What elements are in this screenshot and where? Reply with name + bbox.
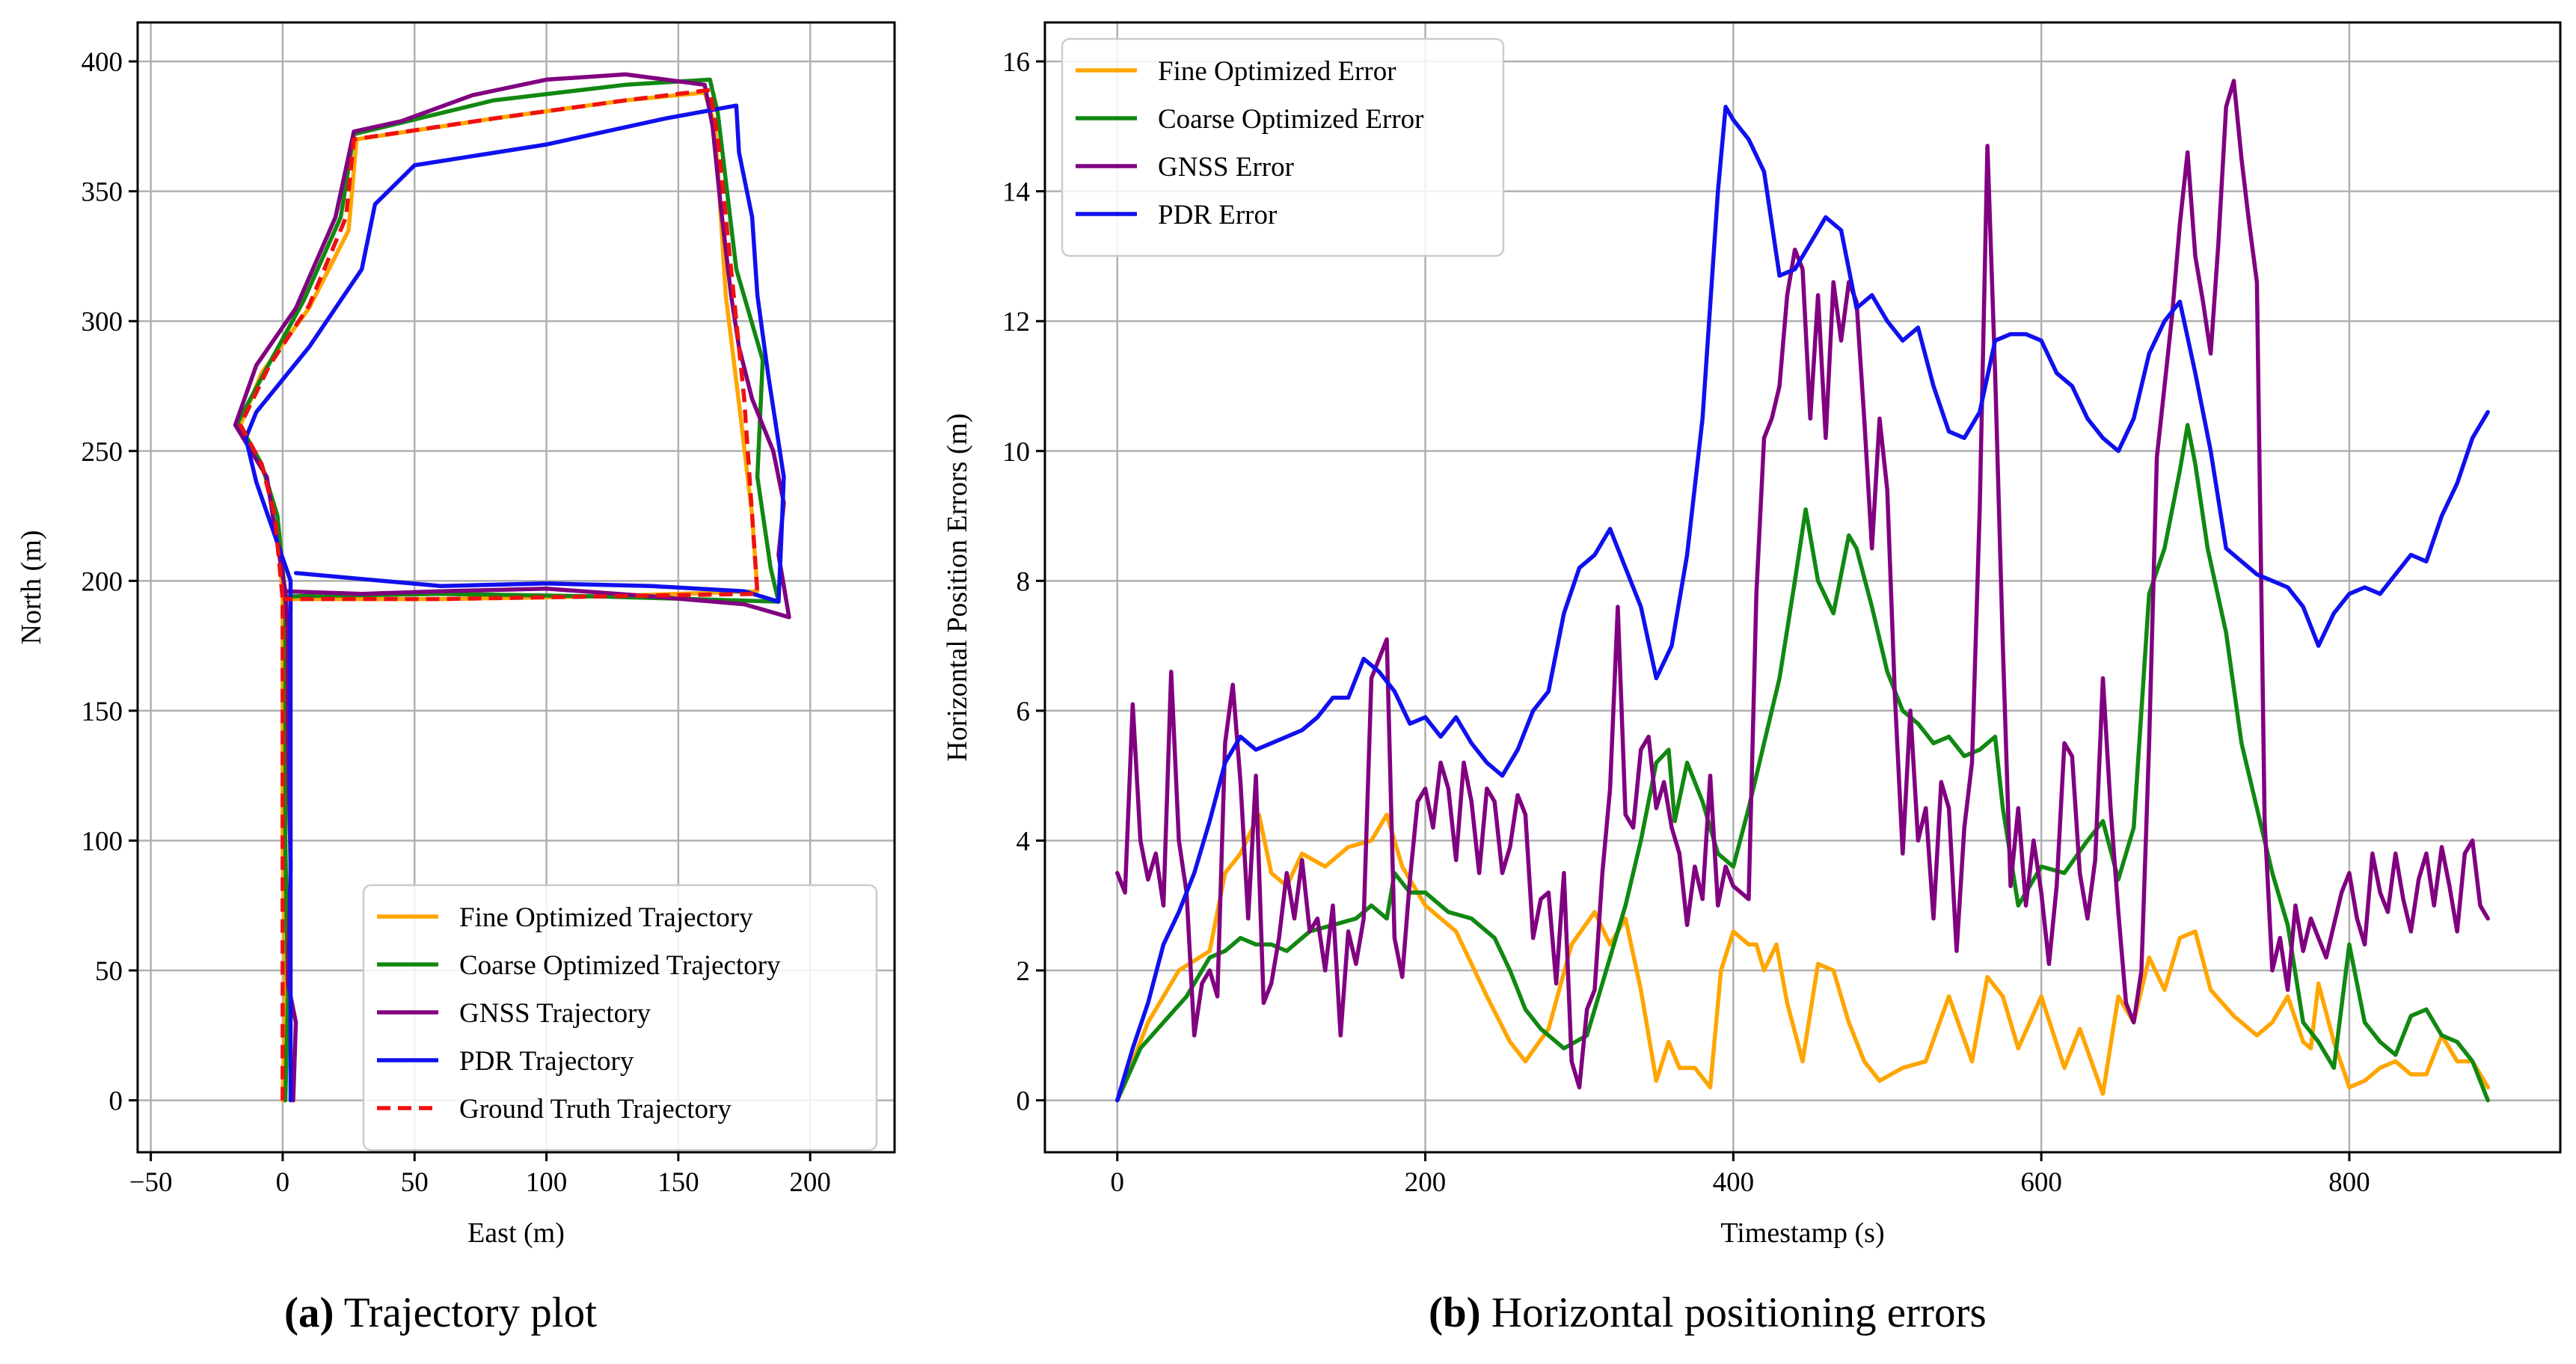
trajectory-y-label: North (m)	[16, 530, 47, 644]
caption-b: (b) Horizontal positioning errors	[1429, 1288, 1987, 1337]
chart0-x-tick-label: 100	[526, 1167, 568, 1198]
caption-b-text: Horizontal positioning errors	[1480, 1289, 1987, 1336]
caption-a-text: Trajectory plot	[334, 1289, 597, 1336]
chart1-x-tick-label: 0	[1111, 1167, 1125, 1198]
legend-label: Ground Truth Trajectory	[459, 1094, 732, 1125]
chart1-y-tick-label: 12	[1002, 307, 1030, 337]
chart1-legend-box	[1061, 37, 1505, 257]
series-line-coarse-optimized-error	[1115, 423, 2490, 1103]
chart1-y-tick-label: 4	[1016, 826, 1031, 857]
chart0-y-tick-label: 350	[82, 177, 123, 208]
error-legend: Fine Optimized Error Coarse Optimized Err…	[1061, 37, 1505, 257]
error-ticks: 0 200 400 600 800 0 2 4 6 8 10 12 14 16	[1002, 47, 2370, 1198]
error-chart: 0 200 400 600 800 0 2 4 6 8 10 12 14 16 Timestamp (s)…	[942, 21, 2562, 1249]
trajectory-plot-frame	[136, 21, 896, 1154]
trajectory-legend: Fine Optimized Trajectory Coarse Optimize…	[362, 884, 878, 1152]
trajectory-ticks: −50 0 50 100 150 200 0 50 100 150 200 250 300 350 400	[82, 47, 831, 1198]
chart0-y-tick-label: 100	[82, 826, 123, 857]
chart1-x-tick-label: 400	[1713, 1167, 1755, 1198]
error-x-label: Timestamp (s)	[1720, 1217, 1884, 1249]
series-line-pdr-trajectory	[243, 103, 786, 1103]
chart0-x-tick-label: 50	[401, 1167, 429, 1198]
chart0-y-tick-label: 0	[109, 1086, 123, 1117]
chart1-y-tick-label: 14	[1002, 177, 1030, 208]
chart1-y-tick-label: 2	[1016, 956, 1031, 987]
chart0-x-tick-label: 150	[657, 1167, 699, 1198]
legend-label: PDR Error	[1158, 200, 1277, 230]
error-plot-frame	[1043, 21, 2562, 1154]
chart1-y-tick-label: 8	[1016, 566, 1031, 597]
chart1-x-tick-label: 800	[2328, 1167, 2370, 1198]
chart0-x-tick-label: 0	[276, 1167, 290, 1198]
chart1-y-tick-label: 6	[1016, 697, 1031, 727]
caption-b-label: (b)	[1429, 1289, 1481, 1336]
series-line-fine-optimized-error	[1115, 812, 2490, 1103]
trajectory-x-label: East (m)	[467, 1217, 565, 1249]
legend-label: Fine Optimized Error	[1158, 56, 1396, 87]
caption-a-label: (a)	[284, 1289, 334, 1336]
error-series	[1115, 79, 2490, 1103]
legend-label: Coarse Optimized Error	[1158, 104, 1424, 135]
trajectory-chart: −50 0 50 100 150 200050100150200250300350400 …	[16, 21, 896, 1249]
chart0-y-tick-label: 50	[95, 956, 123, 987]
chart1-x-tick-label: 200	[1405, 1167, 1447, 1198]
chart1-y-tick-label: 16	[1002, 47, 1030, 78]
caption-a: (a) Trajectory plot	[284, 1288, 597, 1337]
legend-label: Coarse Optimized Trajectory	[459, 950, 781, 981]
chart1-y-tick-label: 0	[1016, 1086, 1031, 1117]
legend-label: PDR Trajectory	[459, 1046, 634, 1077]
legend-label: GNSS Trajectory	[459, 998, 651, 1029]
chart0-y-tick-label: 400	[82, 47, 123, 78]
trajectory-series	[233, 72, 791, 1103]
series-line-gnss-error	[1115, 79, 2490, 1089]
series-line-pdr-error	[1115, 105, 2490, 1103]
series-line-gnss-trajectory	[233, 72, 791, 1103]
chart0-y-tick-label: 300	[82, 307, 123, 337]
chart1-y-tick-label: 10	[1002, 437, 1030, 468]
legend-label: GNSS Error	[1158, 152, 1294, 183]
error-y-label: Horizontal Position Errors (m)	[942, 413, 973, 761]
chart0-legend-box	[362, 884, 878, 1152]
chart0-x-tick-label: −50	[129, 1167, 173, 1198]
chart0-y-tick-label: 250	[82, 437, 123, 468]
chart0-y-tick-label: 200	[82, 566, 123, 597]
series-line-ground-truth-trajectory	[238, 88, 760, 1101]
chart0-x-tick-label: 200	[789, 1167, 831, 1198]
legend-label: Fine Optimized Trajectory	[459, 902, 753, 933]
chart0-y-tick-label: 150	[82, 697, 123, 727]
chart1-x-tick-label: 600	[2020, 1167, 2062, 1198]
